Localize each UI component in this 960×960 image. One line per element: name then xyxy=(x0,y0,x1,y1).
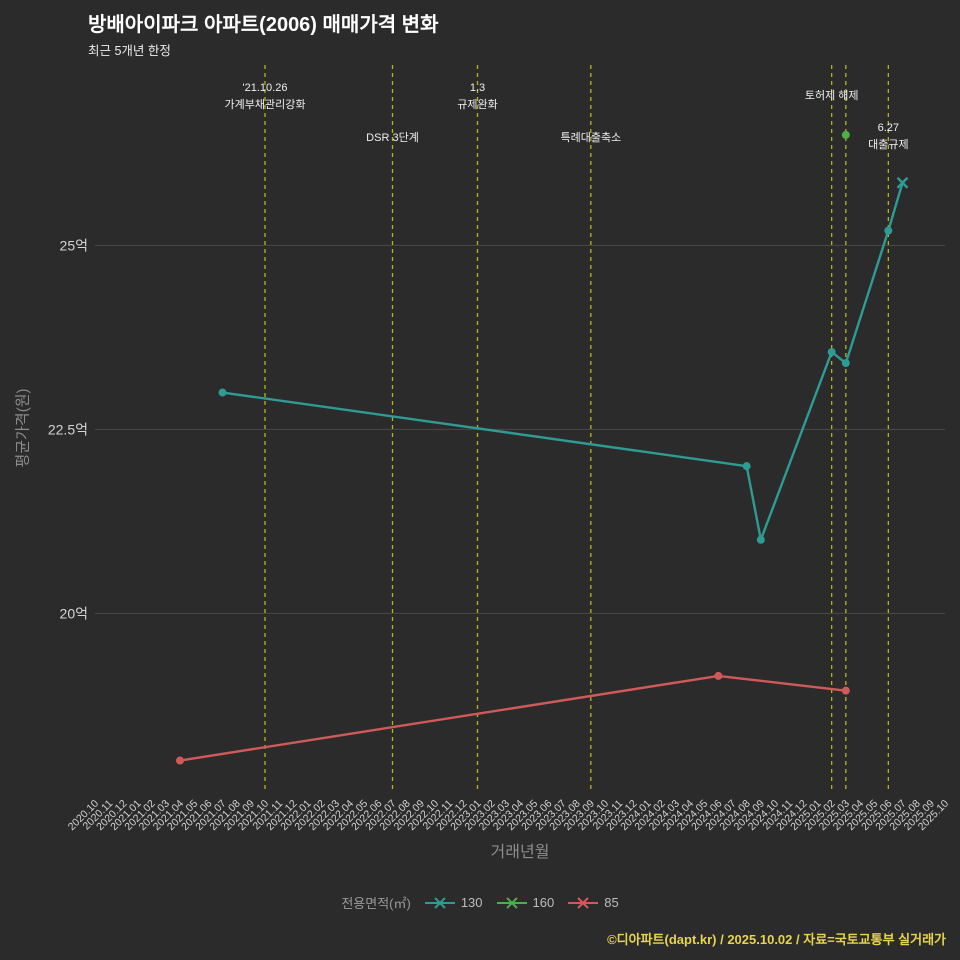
legend-x-marker-130 xyxy=(424,896,455,909)
legend-entry-160: 160 xyxy=(496,895,555,910)
legend-entry-85: 85 xyxy=(568,895,619,910)
data-point-130 xyxy=(841,359,850,368)
credit-footer: ©디아파트(dapt.kr) / 2025.10.02 / 자료=국토교통부 실… xyxy=(607,932,946,947)
legend-entry-130: 130 xyxy=(424,895,483,910)
y-tick-label: 22.5억 xyxy=(48,421,88,437)
data-point-130 xyxy=(884,226,893,235)
y-tick-label: 25억 xyxy=(60,237,88,253)
data-point-160 xyxy=(841,130,850,139)
data-point-130 xyxy=(218,388,227,397)
data-point-85 xyxy=(841,686,850,695)
data-point-130 xyxy=(756,535,765,544)
series-line-130 xyxy=(222,182,904,545)
legend-x-marker-160 xyxy=(496,896,527,909)
data-point-130 xyxy=(742,462,751,471)
data-point-130 xyxy=(827,348,836,357)
x-axis-label: 거래년월 xyxy=(490,844,550,861)
y-tick-label: 20억 xyxy=(60,605,88,621)
chart-title: 방배아이파크 아파트(2006) 매매가격 변화 xyxy=(88,14,439,36)
y-axis-label: 평균가격(원) xyxy=(14,388,32,468)
legend-label-160: 160 xyxy=(532,895,555,910)
last-point-x-marker xyxy=(896,176,909,189)
legend-title: 전용면적(㎡) xyxy=(341,896,411,911)
legend-x-marker-85 xyxy=(568,896,599,909)
chart-subtitle: 최근 5개년 한정 xyxy=(88,44,171,58)
data-point-85 xyxy=(714,671,723,680)
legend-label-130: 130 xyxy=(460,895,483,910)
legend-label-85: 85 xyxy=(604,895,619,910)
data-point-85 xyxy=(176,756,184,765)
legend: 전용면적(㎡) 130 160 85 xyxy=(0,893,960,912)
series-line-85 xyxy=(179,674,846,762)
